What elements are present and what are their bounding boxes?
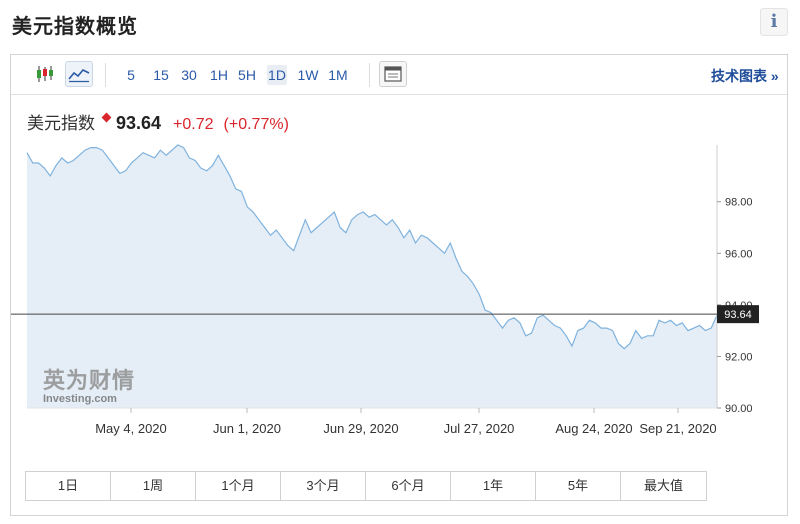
last-price-tag xyxy=(717,305,759,324)
interval-15[interactable]: 15 xyxy=(153,67,169,83)
candlestick-chart-icon[interactable] xyxy=(31,61,59,87)
y-tick-label: 96.00 xyxy=(725,248,753,260)
toolbar-divider xyxy=(369,63,370,87)
technical-chart-link[interactable]: 技术图表 » xyxy=(711,68,779,84)
page-title: 美元指数概览 xyxy=(12,16,138,38)
calendar-icon[interactable] xyxy=(379,61,407,87)
price-change: +0.72 xyxy=(173,116,214,133)
range-button-6[interactable]: 5年 xyxy=(536,472,621,500)
range-button-7[interactable]: 最大值 xyxy=(621,472,706,500)
y-tick-label: 92.00 xyxy=(725,351,753,363)
interval-1w[interactable]: 1W xyxy=(297,67,319,83)
y-tick-label: 90.00 xyxy=(725,403,753,415)
interval-1h[interactable]: 1H xyxy=(210,67,228,83)
range-button-4[interactable]: 6个月 xyxy=(366,472,451,500)
x-tick-label: Jun 29, 2020 xyxy=(323,421,398,436)
x-tick-label: Sep 21, 2020 xyxy=(639,421,716,436)
last-price-label: 93.64 xyxy=(724,309,752,321)
x-tick-label: Jul 27, 2020 xyxy=(444,421,515,436)
series-line xyxy=(26,144,718,350)
instrument-name: 美元指数 xyxy=(27,114,95,133)
range-selector: 1日 1周 1个月 3个月 6个月 1年 5年 最大值 xyxy=(25,471,707,501)
interval-5h[interactable]: 5H xyxy=(238,67,256,83)
range-button-3[interactable]: 3个月 xyxy=(281,472,366,500)
range-button-2[interactable]: 1个月 xyxy=(196,472,281,500)
x-tick-label: Jun 1, 2020 xyxy=(213,421,281,436)
y-tick-label: 98.00 xyxy=(725,197,753,209)
info-icon[interactable]: i xyxy=(760,8,788,36)
range-button-5[interactable]: 1年 xyxy=(451,472,536,500)
price-change-percent: (+0.77%) xyxy=(223,116,289,133)
x-tick-label: Aug 24, 2020 xyxy=(555,421,632,436)
interval-30[interactable]: 30 xyxy=(181,67,197,83)
x-tick-label: May 4, 2020 xyxy=(95,421,167,436)
interval-5[interactable]: 5 xyxy=(127,67,135,83)
watermark-logo: 英为财情 Investing.com xyxy=(43,363,135,405)
series-area xyxy=(27,145,717,408)
area-chart-icon[interactable] xyxy=(65,61,93,87)
toolbar-divider xyxy=(105,63,106,87)
interval-1m[interactable]: 1M xyxy=(328,67,348,83)
range-button-1[interactable]: 1周 xyxy=(111,472,196,500)
last-price: 93.64 xyxy=(116,113,162,133)
quote-line: 美元指数 93.64 +0.72 (+0.77%) xyxy=(27,109,289,134)
chart-panel: 5 15 30 1H 5H 1D 1W 1M 技术图表 » 美元指数 93.64 +0.72 … xyxy=(10,54,788,516)
interval-1d[interactable]: 1D xyxy=(267,65,287,85)
watermark-en: Investing.com xyxy=(43,393,117,405)
chart-toolbar: 5 15 30 1H 5H 1D 1W 1M 技术图表 » xyxy=(11,55,787,95)
watermark-cn: 英为财情 xyxy=(43,368,136,393)
range-button-0[interactable]: 1日 xyxy=(26,472,111,500)
